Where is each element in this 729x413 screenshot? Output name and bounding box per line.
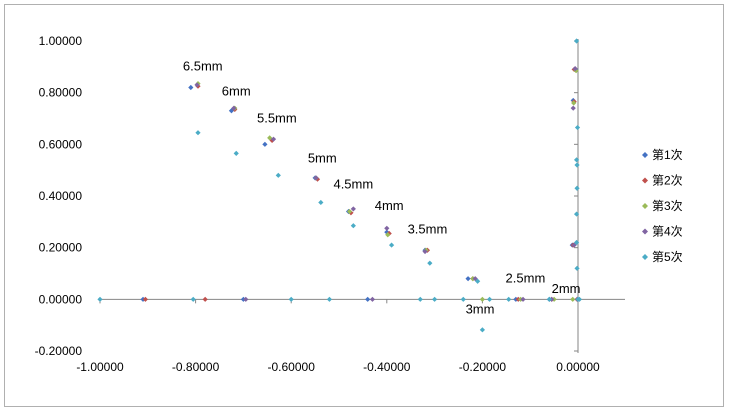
data-point [202, 296, 208, 302]
y-tick-label: 0.60000 [39, 137, 83, 151]
data-point [520, 296, 526, 302]
data-point [188, 84, 194, 91]
legend-entry: 第1次 [652, 148, 683, 162]
data-point [573, 38, 580, 44]
data-point [194, 82, 200, 88]
data-point [318, 199, 324, 206]
data-point [348, 210, 354, 216]
legend-entry: 第5次 [652, 250, 683, 264]
data-point [571, 100, 577, 106]
data-point [472, 276, 478, 282]
data-point [384, 229, 390, 235]
y-tick-label: 0.40000 [39, 189, 83, 203]
x-tick-label: -0.20000 [459, 360, 507, 374]
data-point [275, 172, 281, 178]
data-point [350, 206, 356, 212]
chart-frame: -1.00000 -0.80000 -0.60000 -0.40000 -0.20000… [4, 4, 724, 407]
annotation-label: 4mm [375, 198, 404, 213]
y-tick-label: 0.20000 [39, 241, 83, 255]
data-point [142, 296, 149, 302]
annotation-label: 3mm [466, 302, 495, 317]
data-point [231, 105, 237, 111]
data-point [365, 296, 371, 302]
scatter-chart: -1.00000 -0.80000 -0.60000 -0.40000 -0.20000… [35, 34, 683, 374]
data-point [385, 232, 391, 238]
data-point [350, 223, 356, 229]
legend-marker [642, 203, 648, 209]
annotation-label: 4.5mm [333, 176, 373, 191]
data-point [432, 296, 438, 302]
legend-entry: 第2次 [652, 174, 683, 188]
data-point [573, 157, 580, 163]
data-point [570, 105, 576, 111]
data-point [576, 296, 583, 302]
data-point [506, 296, 512, 302]
data-point [384, 225, 390, 231]
data-point [195, 130, 201, 136]
data-point [573, 239, 580, 246]
annotation-label: 2.5mm [506, 271, 546, 286]
data-point [570, 296, 576, 302]
x-tick-label: -0.40000 [363, 360, 411, 374]
data-point [233, 150, 239, 156]
data-point [475, 278, 481, 284]
data-point [190, 296, 196, 302]
y-tick-label: 0.80000 [39, 86, 83, 100]
data-point [243, 296, 249, 302]
y-tick-label: 0.00000 [39, 292, 83, 306]
data-point [572, 66, 578, 72]
data-point [262, 141, 268, 147]
data-point [574, 265, 580, 271]
data-point [346, 208, 353, 215]
x-tick-label: 0.00000 [556, 360, 600, 374]
data-point [479, 327, 485, 333]
data-point [388, 242, 395, 248]
data-point [288, 296, 294, 302]
data-point [574, 162, 580, 168]
x-tick-label: -0.60000 [268, 360, 316, 374]
x-tick-label: -1.00000 [76, 360, 124, 374]
annotation-label: 3.5mm [408, 221, 448, 236]
data-point [313, 175, 319, 181]
y-tick-label: 1.00000 [39, 34, 83, 48]
data-point [465, 276, 471, 282]
annotation-label: 5mm [308, 150, 337, 165]
data-point [97, 296, 103, 302]
annotation-label: 2mm [552, 281, 581, 296]
legend-entry: 第4次 [652, 225, 683, 239]
annotation-label: 6.5mm [183, 59, 223, 74]
legend-marker [642, 254, 648, 260]
data-point [369, 296, 376, 302]
data-point [326, 296, 333, 302]
legend-marker [642, 152, 648, 158]
data-point [427, 260, 433, 266]
data-point [573, 211, 580, 217]
annotation-label: 6mm [222, 83, 251, 98]
data-point [574, 124, 581, 131]
y-tick-label: -0.20000 [35, 344, 83, 358]
data-point [422, 248, 428, 255]
data-point [486, 296, 493, 302]
data-point [546, 296, 552, 302]
x-tick-label: -0.80000 [172, 360, 220, 374]
data-point [228, 108, 235, 114]
legend-entry: 第3次 [652, 199, 683, 213]
annotation-label: 5.5mm [257, 110, 297, 125]
data-point [460, 296, 466, 302]
data-point [479, 296, 485, 302]
data-point [573, 68, 579, 74]
legend-marker [642, 177, 648, 184]
data-point [270, 136, 277, 142]
legend-marker [642, 228, 648, 235]
data-point [417, 296, 423, 302]
data-point [574, 185, 580, 191]
series-4 [194, 66, 581, 302]
series-5 [97, 38, 583, 333]
series-3 [195, 68, 579, 302]
